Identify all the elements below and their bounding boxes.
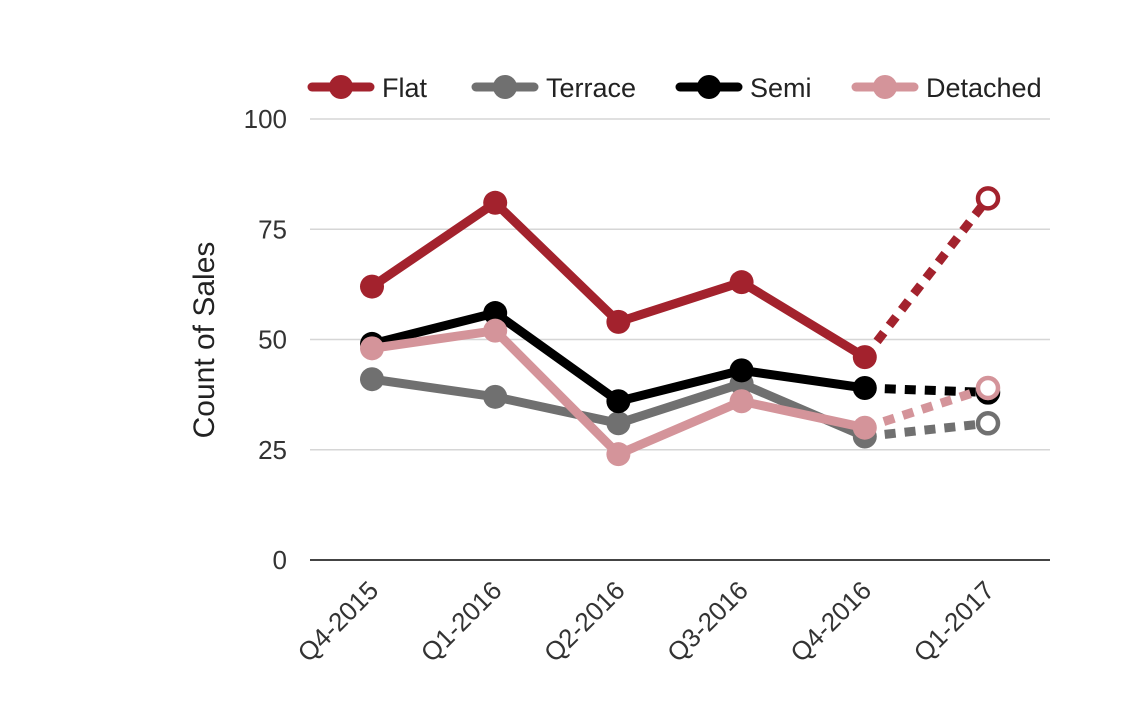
y-axis-title: Count of Sales [188,242,221,439]
legend-label: Detached [926,73,1042,103]
data-point [360,336,384,361]
series-terrace [360,367,1001,449]
data-point [483,301,508,326]
series-layer [360,186,1001,467]
legend-label: Flat [382,73,428,103]
x-tick-label: Q2-2016 [538,575,631,668]
legend-marker [493,75,517,99]
y-tick-label: 50 [258,325,287,355]
legend-item-terrace: Terrace [471,73,636,103]
data-point [852,376,877,401]
data-point [852,345,877,370]
data-point [483,190,508,215]
series-detached [360,318,1001,467]
data-point [360,274,384,299]
legend-item-flat: Flat [307,73,428,103]
y-tick-label: 0 [273,545,287,575]
x-tick-label: Q1-2017 [907,575,1000,668]
data-point [360,367,384,392]
series-semi [360,301,1001,414]
data-point [606,411,631,436]
legend-label: Semi [750,73,812,103]
forecast-line [864,418,989,441]
y-axis-ticks: 0 25 50 75 100 [244,104,287,575]
forecast-point [975,375,1001,401]
data-point [483,384,508,409]
y-tick-label: 75 [258,214,287,244]
legend-label: Terrace [546,73,636,103]
data-point [606,389,631,414]
x-tick-label: Q4-2016 [784,575,877,668]
forecast-line [863,383,990,432]
forecast-point [975,411,1001,436]
legend-item-detached: Detached [851,73,1042,103]
legend-marker [697,75,721,99]
x-tick-label: Q4-2015 [291,575,384,668]
data-point [606,309,631,334]
x-tick-label: Q3-2016 [661,575,754,668]
series-flat [360,186,1001,370]
data-point [729,270,754,295]
x-tick-label: Q1-2016 [415,575,508,668]
y-tick-label: 25 [258,435,287,465]
data-point [729,389,754,414]
legend: Flat Terrace Semi Detached [307,73,1042,103]
forecast-point [975,186,1001,211]
x-axis-ticks: Q4-2015 Q1-2016 Q2-2016 Q3-2016 Q4-2016 Q1-20… [291,575,1000,668]
data-point [483,318,508,343]
y-tick-label: 100 [244,104,287,134]
legend-item-semi: Semi [675,73,812,103]
forecast-line [861,195,992,360]
legend-marker [873,75,897,99]
data-point [606,442,631,467]
data-point [729,358,754,383]
legend-marker [329,75,353,99]
data-point [852,415,877,440]
